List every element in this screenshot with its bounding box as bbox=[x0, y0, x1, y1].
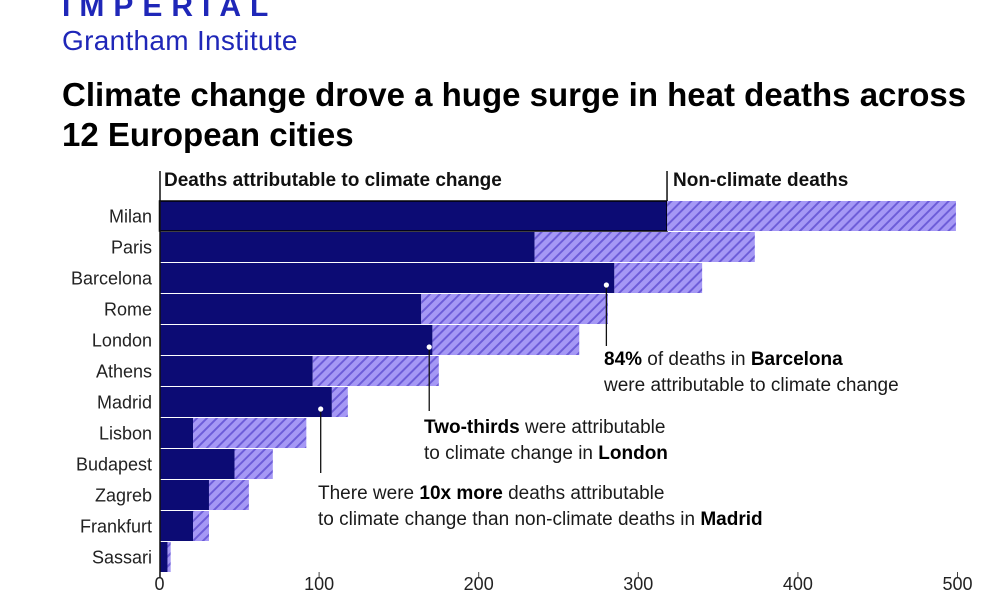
bar-climate-deaths[interactable] bbox=[159, 294, 422, 324]
annotation-dot bbox=[603, 282, 609, 288]
bar-non-climate-deaths[interactable] bbox=[667, 201, 956, 231]
category-label: Milan bbox=[109, 207, 152, 227]
legend-label-non-climate: Non-climate deaths bbox=[673, 170, 849, 191]
category-labels: Milan Paris Barcelona Rome London Athens Madri… bbox=[71, 207, 153, 568]
category-label: Frankfurt bbox=[80, 517, 152, 537]
x-tick-label: 200 bbox=[464, 574, 494, 594]
category-label: Rome bbox=[104, 300, 152, 320]
category-label: Paris bbox=[111, 238, 152, 258]
chart-title: Climate change drove a huge surge in hea… bbox=[62, 76, 967, 153]
legend-markers bbox=[159, 171, 668, 201]
bar-non-climate-deaths[interactable] bbox=[312, 356, 439, 386]
annotation-madrid: There were 10x more deaths attributable t… bbox=[318, 481, 763, 533]
legend-label-climate: Deaths attributable to climate change bbox=[164, 170, 502, 191]
bar-non-climate-deaths[interactable] bbox=[534, 232, 755, 262]
annotation-emphasis: London bbox=[598, 443, 668, 464]
x-tick-label: 300 bbox=[623, 574, 653, 594]
annotation-barcelona: 84% of deaths in Barcelona were attributa… bbox=[604, 347, 899, 399]
category-label: Barcelona bbox=[71, 269, 153, 289]
annotation-line: 84% of deaths in Barcelona bbox=[604, 347, 899, 373]
category-label: Zagreb bbox=[95, 486, 152, 506]
category-label: Madrid bbox=[97, 393, 152, 413]
category-label: Athens bbox=[96, 362, 152, 382]
annotation-dot bbox=[318, 406, 324, 412]
annotation-emphasis: 10x more bbox=[419, 483, 503, 504]
annotation-text: of deaths in bbox=[642, 349, 751, 370]
bar-climate-deaths[interactable] bbox=[159, 542, 168, 572]
bar-climate-deaths[interactable] bbox=[159, 418, 194, 448]
annotation-markers bbox=[318, 282, 609, 473]
bar-non-climate-deaths[interactable] bbox=[208, 480, 249, 510]
annotation-emphasis: Madrid bbox=[700, 509, 763, 530]
annotation-text: were attributable to climate change bbox=[604, 375, 899, 396]
annotation-emphasis: 84% bbox=[604, 349, 643, 370]
bar-non-climate-deaths[interactable] bbox=[193, 511, 209, 541]
annotation-line: to climate change in London bbox=[424, 441, 668, 467]
annotation-line: to climate change than non-climate death… bbox=[318, 507, 763, 533]
annotation-line: Two-thirds were attributable bbox=[424, 415, 668, 441]
bar-climate-deaths[interactable] bbox=[159, 232, 535, 262]
category-label: Lisbon bbox=[99, 424, 152, 444]
annotation-text: to climate change than non-climate death… bbox=[318, 509, 701, 530]
annotation-dot bbox=[426, 344, 432, 350]
bar-climate-deaths[interactable] bbox=[159, 511, 194, 541]
institute-name: Grantham Institute bbox=[62, 25, 298, 56]
bars-group bbox=[158, 200, 956, 572]
annotation-text: to climate change in bbox=[424, 443, 599, 464]
bar-non-climate-deaths[interactable] bbox=[331, 387, 348, 417]
bar-climate-deaths[interactable] bbox=[158, 200, 668, 232]
category-label: Sassari bbox=[92, 548, 152, 568]
annotation-text: deaths attributable bbox=[502, 483, 665, 504]
x-tick-label: 0 bbox=[154, 574, 164, 594]
bar-non-climate-deaths[interactable] bbox=[193, 418, 307, 448]
imperial-logo: IMPERIAL bbox=[62, 0, 278, 23]
category-label: Budapest bbox=[76, 455, 152, 475]
x-axis: 0 100 200 300 400 500 bbox=[154, 200, 973, 594]
bar-climate-deaths[interactable] bbox=[159, 387, 332, 417]
annotation-text: There were bbox=[318, 483, 420, 504]
annotation-emphasis: Two-thirds bbox=[424, 417, 520, 438]
bar-non-climate-deaths[interactable] bbox=[614, 263, 703, 293]
annotation-emphasis: Barcelona bbox=[750, 349, 843, 370]
bar-climate-deaths[interactable] bbox=[159, 480, 209, 510]
x-tick-label: 100 bbox=[304, 574, 334, 594]
x-tick-label: 500 bbox=[942, 574, 972, 594]
bar-non-climate-deaths[interactable] bbox=[167, 542, 171, 572]
bar-climate-deaths[interactable] bbox=[159, 325, 433, 355]
x-tick-label: 400 bbox=[783, 574, 813, 594]
annotation-london: Two-thirds were attributable to climate c… bbox=[424, 415, 668, 467]
bar-climate-deaths[interactable] bbox=[159, 449, 235, 479]
bar-non-climate-deaths[interactable] bbox=[432, 325, 580, 355]
annotation-text: were attributable bbox=[519, 417, 666, 438]
bar-non-climate-deaths[interactable] bbox=[234, 449, 273, 479]
bar-non-climate-deaths[interactable] bbox=[421, 294, 608, 324]
annotation-line: There were 10x more deaths attributable bbox=[318, 481, 763, 507]
annotation-line: were attributable to climate change bbox=[604, 373, 899, 399]
category-label: London bbox=[92, 331, 152, 351]
bar-climate-deaths[interactable] bbox=[159, 356, 313, 386]
bar-climate-deaths[interactable] bbox=[159, 263, 615, 293]
